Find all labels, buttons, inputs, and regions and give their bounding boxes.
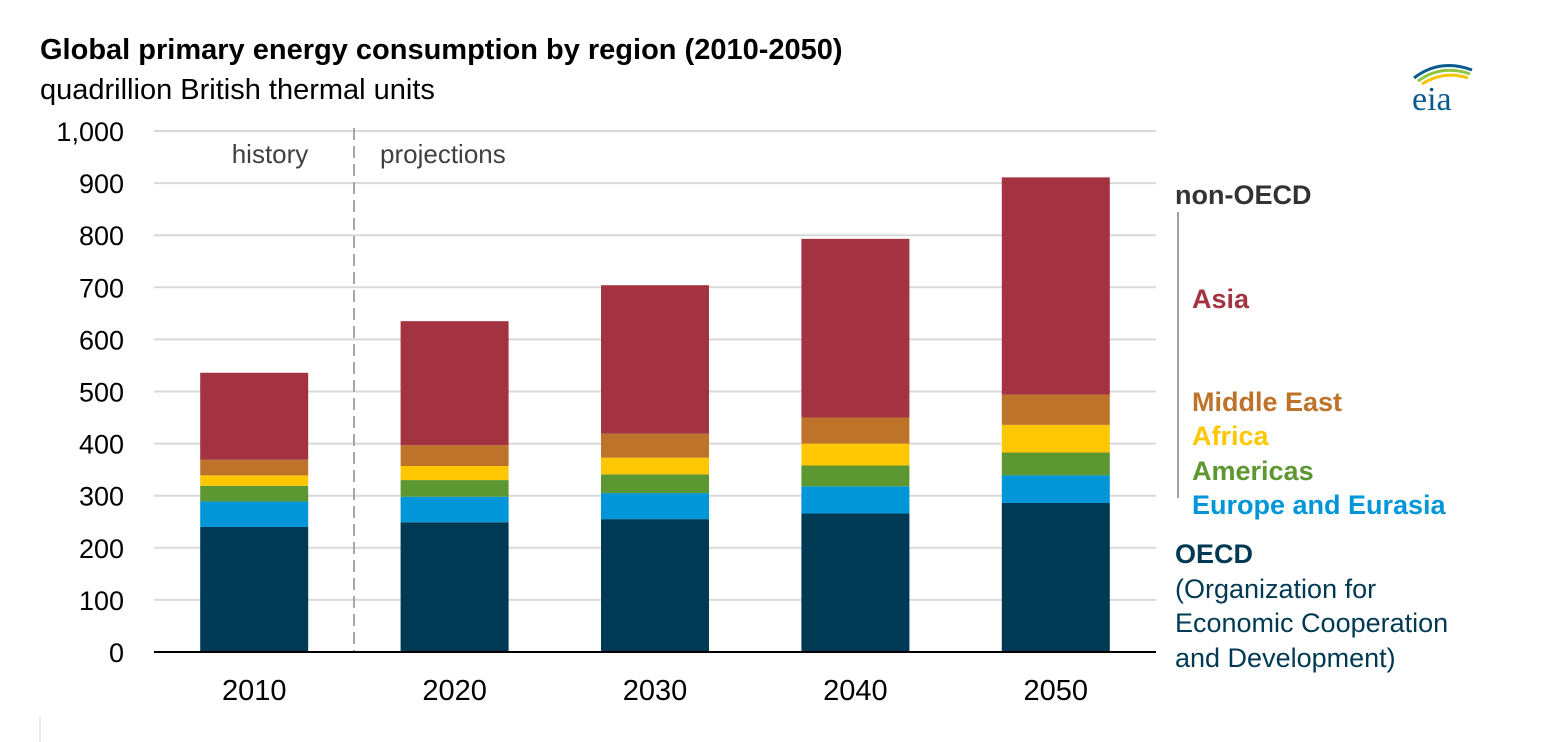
y-tick-label: 400 [79, 430, 124, 460]
bar-segment-middle-east-2010 [200, 459, 309, 476]
legend-americas: Americas [1192, 456, 1314, 486]
logo-swoosh-green [1417, 68, 1471, 83]
legend-europe-eurasia: Europe and Eurasia [1192, 490, 1446, 520]
logo-swoosh-blue [1413, 64, 1473, 80]
legend-middle-east: Middle East [1192, 387, 1343, 417]
bar-segment-asia-2030 [601, 285, 709, 434]
legend-non-oecd: non-OECD [1175, 180, 1312, 210]
history-label: history [232, 139, 309, 169]
bar-segment-europe-and-eurasia-2040 [801, 486, 910, 514]
y-tick-label: 1,000 [56, 117, 124, 147]
y-tick-label: 100 [79, 586, 124, 616]
eia-logo: eia [1412, 64, 1473, 116]
bar-segment-europe-and-eurasia-2050 [1001, 475, 1110, 503]
bar-segment-americas-2020 [400, 480, 509, 497]
bar-segment-africa-2020 [400, 466, 509, 481]
x-axis-ticks: 2010 2020 2030 2040 2050 [222, 675, 1088, 707]
bar-segment-oecd-2010 [200, 526, 309, 652]
x-tick-label: 2040 [823, 675, 888, 707]
y-tick-label: 800 [79, 221, 124, 251]
chart-title: Global primary energy consumption by reg… [40, 34, 843, 66]
x-tick-label: 2020 [422, 675, 487, 707]
bar-segment-asia-2050 [1001, 177, 1110, 395]
legend-asia: Asia [1192, 284, 1250, 314]
bar-segment-europe-and-eurasia-2010 [200, 501, 309, 527]
non-oecd-bracket [1177, 212, 1179, 498]
bar-segment-africa-2050 [1001, 424, 1110, 453]
logo-text: eia [1412, 81, 1452, 116]
y-tick-label: 300 [79, 482, 124, 512]
y-tick-label: 500 [79, 378, 124, 408]
bar-segment-oecd-2050 [1001, 502, 1110, 652]
legend-oecd-desc-2: Economic Cooperation [1175, 608, 1449, 638]
y-tick-label: 600 [79, 325, 124, 355]
bar-segment-oecd-2030 [601, 519, 709, 652]
bar-segment-africa-2030 [601, 457, 709, 475]
x-tick-label: 2010 [222, 675, 287, 707]
bar-segment-americas-2030 [601, 474, 709, 494]
legend-oecd-desc-1: (Organization for [1175, 574, 1377, 604]
bar-segment-africa-2010 [200, 475, 309, 486]
bar-segment-asia-2040 [801, 238, 910, 418]
bar-segment-europe-and-eurasia-2030 [601, 493, 709, 520]
bar-segment-americas-2040 [801, 465, 910, 487]
y-tick-label: 700 [79, 273, 124, 303]
bar-segment-middle-east-2040 [801, 417, 910, 444]
bar-segment-middle-east-2050 [1001, 394, 1110, 425]
legend-africa: Africa [1192, 421, 1269, 451]
legend-oecd: OECD [1175, 539, 1254, 569]
bar-segment-europe-and-eurasia-2020 [400, 496, 509, 523]
bar-segment-oecd-2040 [801, 513, 910, 652]
bar-segment-africa-2040 [801, 443, 910, 466]
y-tick-label: 200 [79, 534, 124, 564]
projections-label: projections [380, 139, 506, 169]
x-tick-label: 2030 [623, 675, 688, 707]
bar-segment-middle-east-2030 [601, 433, 709, 458]
bar-segment-asia-2010 [200, 372, 309, 460]
bar-segment-oecd-2020 [400, 522, 509, 652]
chart-subtitle: quadrillion British thermal units [40, 74, 435, 106]
logo-swoosh-yellow [1421, 73, 1469, 86]
legend-oecd-desc-3: and Development) [1175, 643, 1396, 673]
bar-segment-americas-2050 [1001, 452, 1110, 476]
bar-segment-middle-east-2020 [400, 445, 509, 467]
y-tick-label: 0 [109, 638, 124, 668]
y-tick-label: 900 [79, 169, 124, 199]
bar-segment-americas-2010 [200, 485, 309, 502]
x-tick-label: 2050 [1024, 675, 1089, 707]
bars [200, 177, 1110, 652]
bar-segment-asia-2020 [400, 321, 509, 446]
y-axis-ticks: 0 100 200 300 400 500 600 700 800 900 1,000 [56, 117, 124, 668]
